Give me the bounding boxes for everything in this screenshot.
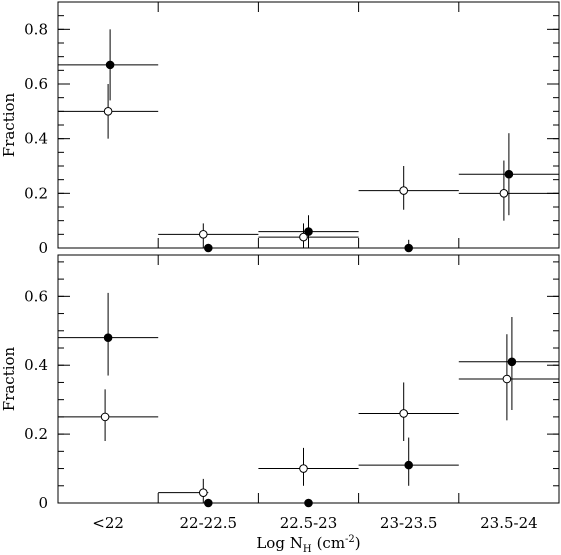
y-tick-label: 0 — [38, 239, 48, 257]
y-tick-label: 0.6 — [24, 287, 48, 305]
y-tick-label: 0.4 — [24, 356, 48, 374]
filled-marker — [404, 243, 414, 253]
ylabel-top: Fraction — [0, 92, 18, 157]
filled-marker — [105, 60, 115, 70]
open-marker — [499, 189, 509, 198]
y-tick-label: 0.2 — [24, 425, 48, 443]
filled-marker — [304, 227, 313, 236]
plot-frame — [57, 1, 560, 249]
xlabel: Log NH (cm-2) — [256, 534, 360, 555]
open-marker — [299, 464, 308, 473]
xlabel-exp: -2 — [345, 534, 355, 545]
y-tick-label: 0.4 — [24, 130, 48, 148]
xlabel-unit: (cm — [317, 534, 345, 552]
filled-marker — [103, 333, 113, 342]
filled-marker — [204, 498, 213, 508]
ylabel-bottom: Fraction — [0, 346, 18, 411]
filled-marker — [504, 169, 514, 179]
x-tick-label: 22-22.5 — [180, 514, 238, 532]
open-marker — [299, 232, 308, 242]
open-marker — [198, 230, 208, 239]
filled-marker — [507, 357, 517, 367]
y-tick-label: 0 — [38, 494, 48, 512]
open-marker — [399, 409, 408, 418]
x-tick-label: 23-23.5 — [380, 514, 438, 532]
filled-marker — [204, 243, 213, 253]
open-marker — [399, 186, 408, 195]
open-marker — [100, 412, 110, 422]
open-marker — [502, 374, 512, 384]
y-tick-label: 0.8 — [24, 20, 48, 38]
open-marker — [198, 488, 208, 497]
open-marker — [103, 107, 113, 116]
x-tick-label: 23.5-24 — [480, 514, 538, 532]
x-tick-label: 22.5-23 — [280, 514, 338, 532]
xlabel-close: ) — [355, 534, 361, 552]
xlabel-main: Log N — [256, 534, 303, 552]
y-tick-label: 0.2 — [24, 184, 48, 202]
filled-marker — [304, 498, 313, 508]
x-tick-label: <22 — [92, 514, 124, 532]
filled-marker — [404, 460, 414, 470]
panel-bottom: 0 0.2 0.4 0.6 <22 22-22.5 22.5-23 23-23.5 23.5-2… — [24, 254, 560, 532]
panel-top: 0 0.2 0.4 0.6 0.8 — [24, 1, 560, 257]
y-tick-label: 0.6 — [24, 75, 48, 93]
xlabel-sub: H — [303, 544, 312, 555]
